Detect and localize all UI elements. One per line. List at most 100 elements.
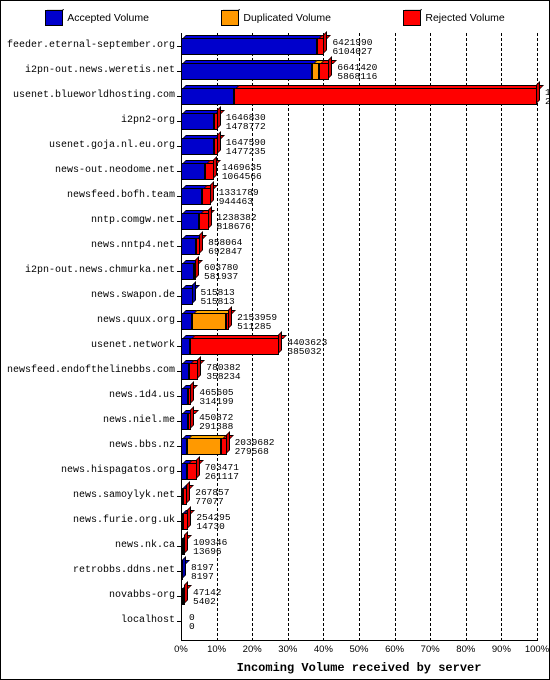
bar-group: 1238382818676 xyxy=(181,213,209,230)
table-row: i2pn2-org16468301478772 xyxy=(181,110,537,134)
server-label: i2pn-out.news.weretis.net xyxy=(25,65,175,76)
table-row: feeder.eternal-september.org642199061040… xyxy=(181,35,537,59)
value-accepted: 314199 xyxy=(199,397,233,406)
value-accepted: 291388 xyxy=(199,422,233,431)
table-row: novabbs-org471425402 xyxy=(181,585,537,609)
bar-group: 4403623385032 xyxy=(181,338,279,355)
x-axis-title: Incoming Volume received by server xyxy=(181,661,537,675)
x-tick-label: 80% xyxy=(456,644,475,655)
server-label: usenet.goja.nl.eu.org xyxy=(49,140,175,151)
table-row: news.quux.org2153959511285 xyxy=(181,310,537,334)
server-label: news.nntp4.net xyxy=(91,240,175,251)
table-row: news.hispagatos.org703471261117 xyxy=(181,460,537,484)
plot-area: 0%10%20%30%40%50%60%70%80%90%100%feeder.… xyxy=(181,33,537,641)
x-tick-label: 0% xyxy=(174,644,188,655)
bar-rejected xyxy=(202,188,211,205)
value-accepted: 515813 xyxy=(201,297,235,306)
bar-group: 64219906104027 xyxy=(181,38,324,55)
table-row: news.samoylyk.net26785777077 xyxy=(181,485,537,509)
bar-accepted xyxy=(181,138,214,155)
bar-group: 10934613696 xyxy=(181,538,185,555)
bar-group: 26785777077 xyxy=(181,488,187,505)
x-tick-label: 90% xyxy=(492,644,511,655)
bar-rejected xyxy=(317,38,324,55)
bar-group: 471425402 xyxy=(181,588,185,605)
bar-rejected xyxy=(205,163,214,180)
table-row: news-out.neodome.net14696351064566 xyxy=(181,160,537,184)
bar-rejected xyxy=(196,238,200,255)
value-accepted: 279568 xyxy=(235,447,275,456)
server-label: novabbs-org xyxy=(109,590,175,601)
server-label: usenet.blueworldhosting.com xyxy=(13,90,175,101)
value-accepted: 8197 xyxy=(191,572,214,581)
bar-rejected xyxy=(183,588,185,605)
table-row: usenet.goja.nl.eu.org16475901477235 xyxy=(181,135,537,159)
x-tick-label: 100% xyxy=(525,644,549,655)
bar-rejected xyxy=(199,213,208,230)
bar-rejected xyxy=(221,438,227,455)
server-label: i2pn-out.news.chmurka.net xyxy=(25,265,175,276)
bar-group: 16475901477235 xyxy=(181,138,218,155)
bar-group: 14696351064566 xyxy=(181,163,214,180)
table-row: news.swapon.de515813515813 xyxy=(181,285,537,309)
table-row: news.niel.me450872291388 xyxy=(181,410,537,434)
value-labels: 64219906104027 xyxy=(332,38,372,56)
bar-group: 1331789944463 xyxy=(181,188,211,205)
value-labels: 780382358234 xyxy=(206,363,240,381)
value-labels: 465605314199 xyxy=(199,388,233,406)
bar-accepted xyxy=(181,88,234,105)
value-labels: 450872291388 xyxy=(199,413,233,431)
server-label: usenet.network xyxy=(91,340,175,351)
chart-container: Accepted Volume Duplicated Volume Reject… xyxy=(0,0,550,680)
bar-duplicated xyxy=(312,63,319,80)
bar-group: 515813515813 xyxy=(181,288,193,305)
legend-swatch-rejected xyxy=(403,10,421,26)
bar-accepted xyxy=(181,213,199,230)
value-labels: 00 xyxy=(189,613,195,631)
bar-accepted xyxy=(181,338,190,355)
bar-accepted xyxy=(181,63,312,80)
server-label: i2pn2-org xyxy=(121,115,175,126)
bar-rejected xyxy=(226,313,229,330)
bar-accepted xyxy=(181,363,189,380)
value-labels: 4403623385032 xyxy=(287,338,327,356)
table-row: news.nk.ca10934613696 xyxy=(181,535,537,559)
value-accepted: 5402 xyxy=(193,597,222,606)
bar-group: 703471261117 xyxy=(181,463,197,480)
bar-group: 465605314199 xyxy=(181,388,191,405)
table-row: news.nntp4.net858064692847 xyxy=(181,235,537,259)
bar-accepted xyxy=(181,163,205,180)
value-labels: 159307422393873 xyxy=(545,88,550,106)
legend-swatch-accepted xyxy=(45,10,63,26)
bar-group: 81978197 xyxy=(181,563,183,580)
value-labels: 471425402 xyxy=(193,588,222,606)
server-label: localhost xyxy=(121,615,175,626)
bar-accepted xyxy=(181,313,192,330)
gridline xyxy=(537,33,538,641)
server-label: news.swapon.de xyxy=(91,290,175,301)
value-accepted: 1478772 xyxy=(226,122,266,131)
bar-accepted xyxy=(181,288,193,305)
table-row: news.1d4.us465605314199 xyxy=(181,385,537,409)
bar-group: 2039682279568 xyxy=(181,438,227,455)
server-label: retrobbs.ddns.net xyxy=(73,565,175,576)
bar-group: 450872291388 xyxy=(181,413,191,430)
value-labels: 2153959511285 xyxy=(237,313,277,331)
bar-duplicated xyxy=(192,313,226,330)
bar-rejected xyxy=(188,413,192,430)
value-accepted: 1064566 xyxy=(222,172,262,181)
bar-group: 25429514730 xyxy=(181,513,188,530)
table-row: news.bbs.nz2039682279568 xyxy=(181,435,537,459)
server-label: feeder.eternal-september.org xyxy=(7,40,175,51)
table-row: i2pn-out.news.chmurka.net603780581937 xyxy=(181,260,537,284)
bar-rejected xyxy=(187,463,197,480)
value-labels: 14696351064566 xyxy=(222,163,262,181)
server-label: news.bbs.nz xyxy=(109,440,175,451)
bar-rejected xyxy=(319,63,330,80)
bar-accepted xyxy=(181,38,317,55)
bar-group: 2153959511285 xyxy=(181,313,229,330)
bar-group: 16468301478772 xyxy=(181,113,218,130)
server-label: nntp.comgw.net xyxy=(91,215,175,226)
bar-rejected xyxy=(194,263,196,280)
legend-label-rejected: Rejected Volume xyxy=(425,12,504,24)
